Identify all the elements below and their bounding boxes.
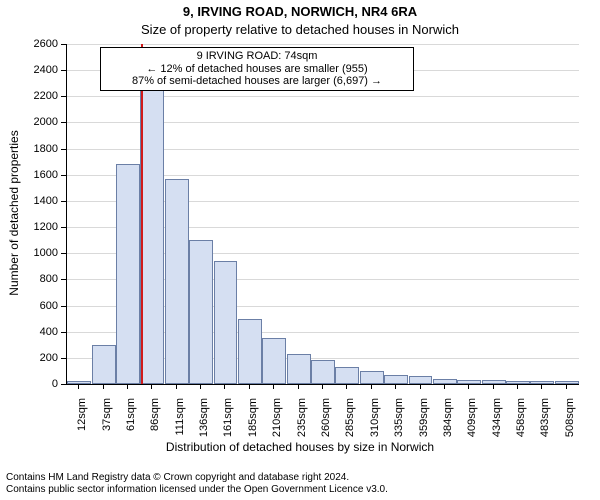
xtick-mark: [249, 384, 250, 389]
bar: [287, 354, 311, 384]
xtick-mark: [566, 384, 567, 389]
bar: [360, 371, 384, 384]
xtick-mark: [151, 384, 152, 389]
bar: [335, 367, 359, 384]
ytick-label: 2000: [0, 116, 58, 128]
bar: [140, 88, 164, 384]
xtick-label: 483sqm: [539, 398, 551, 458]
xtick-label: 310sqm: [369, 398, 381, 458]
xtick-label: 12sqm: [76, 398, 88, 458]
ytick-label: 2200: [0, 90, 58, 102]
bar: [92, 345, 116, 384]
xtick-label: 61sqm: [125, 398, 137, 458]
xtick-mark: [541, 384, 542, 389]
xtick-label: 434sqm: [491, 398, 503, 458]
xtick-mark: [493, 384, 494, 389]
bar: [262, 338, 286, 384]
ytick-label: 1200: [0, 221, 58, 233]
ytick-mark: [61, 175, 66, 176]
ytick-mark: [61, 96, 66, 97]
xtick-mark: [371, 384, 372, 389]
xtick-label: 285sqm: [344, 398, 356, 458]
ytick-mark: [61, 332, 66, 333]
xtick-label: 458sqm: [515, 398, 527, 458]
xtick-mark: [468, 384, 469, 389]
annotation-line3: 87% of semi-detached houses are larger (…: [107, 75, 407, 88]
ytick-label: 1800: [0, 143, 58, 155]
annotation-box: 9 IRVING ROAD: 74sqm ← 12% of detached h…: [100, 47, 414, 91]
marker-line: [141, 44, 143, 384]
plot-area: [66, 44, 579, 385]
ytick-label: 2400: [0, 64, 58, 76]
ytick-label: 200: [0, 352, 58, 364]
ytick-label: 1400: [0, 195, 58, 207]
xtick-mark: [322, 384, 323, 389]
xtick-mark: [78, 384, 79, 389]
xtick-label: 111sqm: [174, 398, 186, 458]
xtick-label: 235sqm: [296, 398, 308, 458]
bar: [165, 179, 189, 384]
chart-title-line1: 9, IRVING ROAD, NORWICH, NR4 6RA: [0, 4, 600, 19]
xtick-label: 185sqm: [247, 398, 259, 458]
xtick-mark: [517, 384, 518, 389]
ytick-label: 0: [0, 378, 58, 390]
xtick-label: 508sqm: [564, 398, 576, 458]
bar: [311, 360, 335, 384]
xtick-label: 335sqm: [393, 398, 405, 458]
xtick-mark: [103, 384, 104, 389]
bar: [433, 379, 457, 384]
xtick-mark: [127, 384, 128, 389]
annotation-line1: 9 IRVING ROAD: 74sqm: [107, 50, 407, 63]
bar: [189, 240, 213, 384]
xtick-label: 86sqm: [149, 398, 161, 458]
ytick-label: 1000: [0, 247, 58, 259]
ytick-mark: [61, 253, 66, 254]
ytick-mark: [61, 201, 66, 202]
ytick-mark: [61, 44, 66, 45]
ytick-mark: [61, 384, 66, 385]
ytick-label: 400: [0, 326, 58, 338]
bar: [555, 381, 579, 384]
ytick-mark: [61, 70, 66, 71]
xtick-mark: [273, 384, 274, 389]
xtick-label: 409sqm: [466, 398, 478, 458]
ytick-mark: [61, 122, 66, 123]
ytick-label: 1600: [0, 169, 58, 181]
xtick-label: 161sqm: [222, 398, 234, 458]
ytick-label: 600: [0, 300, 58, 312]
gridline-h: [67, 44, 579, 45]
xtick-mark: [176, 384, 177, 389]
bar: [116, 164, 140, 384]
ytick-mark: [61, 279, 66, 280]
xtick-mark: [395, 384, 396, 389]
ytick-label: 800: [0, 273, 58, 285]
xtick-label: 384sqm: [442, 398, 454, 458]
bar: [214, 261, 238, 384]
ytick-mark: [61, 149, 66, 150]
ytick-label: 2600: [0, 38, 58, 50]
footer-line2: Contains public sector information licen…: [6, 484, 388, 496]
xtick-mark: [298, 384, 299, 389]
ytick-mark: [61, 358, 66, 359]
xtick-mark: [444, 384, 445, 389]
footer-attribution: Contains HM Land Registry data © Crown c…: [6, 472, 388, 496]
xtick-mark: [346, 384, 347, 389]
chart-title-line2: Size of property relative to detached ho…: [0, 22, 600, 37]
xtick-mark: [200, 384, 201, 389]
xtick-mark: [420, 384, 421, 389]
xtick-label: 359sqm: [418, 398, 430, 458]
footer-line1: Contains HM Land Registry data © Crown c…: [6, 472, 388, 484]
bar: [409, 376, 433, 384]
ytick-mark: [61, 306, 66, 307]
bar: [482, 380, 506, 384]
xtick-label: 37sqm: [101, 398, 113, 458]
xtick-label: 136sqm: [198, 398, 210, 458]
ytick-mark: [61, 227, 66, 228]
annotation-line2: ← 12% of detached houses are smaller (95…: [107, 63, 407, 76]
xtick-label: 260sqm: [320, 398, 332, 458]
bar: [238, 319, 262, 384]
xtick-label: 210sqm: [271, 398, 283, 458]
xtick-mark: [224, 384, 225, 389]
bar: [384, 375, 408, 384]
